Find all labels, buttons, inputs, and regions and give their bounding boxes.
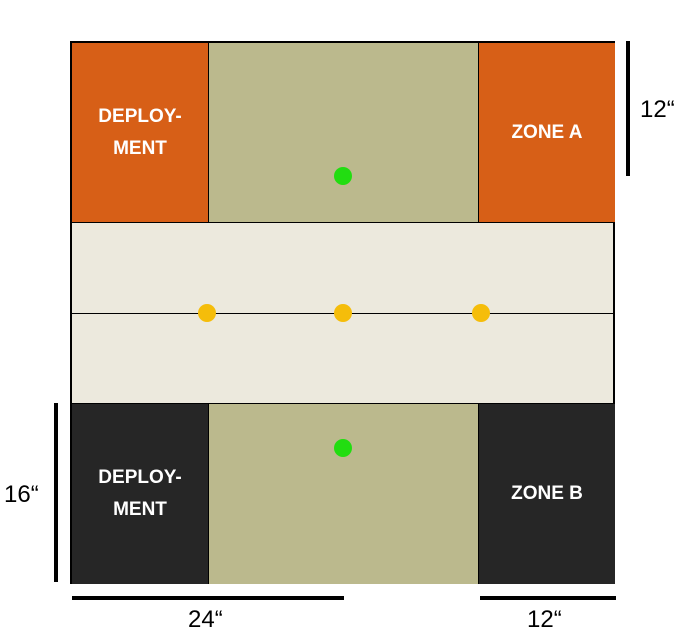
objective-marker-center-right bbox=[472, 304, 490, 322]
objective-marker-center-left bbox=[198, 304, 216, 322]
objective-marker-bottom bbox=[334, 439, 352, 457]
deployment-zone-b-left-label: DEPLOY- MENT bbox=[98, 467, 182, 520]
deployment-zone-a-right: ZONE A bbox=[478, 43, 615, 223]
game-board: DEPLOY- MENT ZONE A DEPLOY- MENT ZONE B bbox=[70, 41, 615, 584]
deployment-zone-a-left: DEPLOY- MENT bbox=[72, 43, 209, 223]
measure-line-top-right bbox=[626, 41, 630, 176]
measure-label-top-right: 12“ bbox=[640, 96, 675, 123]
no-mans-land-bottom bbox=[209, 403, 478, 584]
measure-line-bottom-width-right bbox=[480, 596, 616, 600]
measure-label-bottom-width-right: 12“ bbox=[527, 606, 562, 633]
deployment-zone-b-right: ZONE B bbox=[478, 403, 615, 584]
deployment-zone-b-right-label: ZONE B bbox=[511, 483, 583, 504]
objective-marker-center bbox=[334, 304, 352, 322]
deployment-zone-b-left: DEPLOY- MENT bbox=[72, 403, 209, 584]
no-mans-land-top bbox=[209, 43, 478, 223]
measure-label-bottom-left: 16“ bbox=[4, 481, 39, 508]
measure-line-bottom-width-left bbox=[72, 596, 344, 600]
deployment-zone-a-left-label: DEPLOY- MENT bbox=[98, 105, 182, 159]
measure-label-bottom-width-left: 24“ bbox=[188, 606, 223, 633]
measure-line-bottom-left bbox=[54, 403, 58, 582]
deployment-zone-a-right-label: ZONE A bbox=[511, 121, 583, 143]
objective-marker-top bbox=[334, 167, 352, 185]
